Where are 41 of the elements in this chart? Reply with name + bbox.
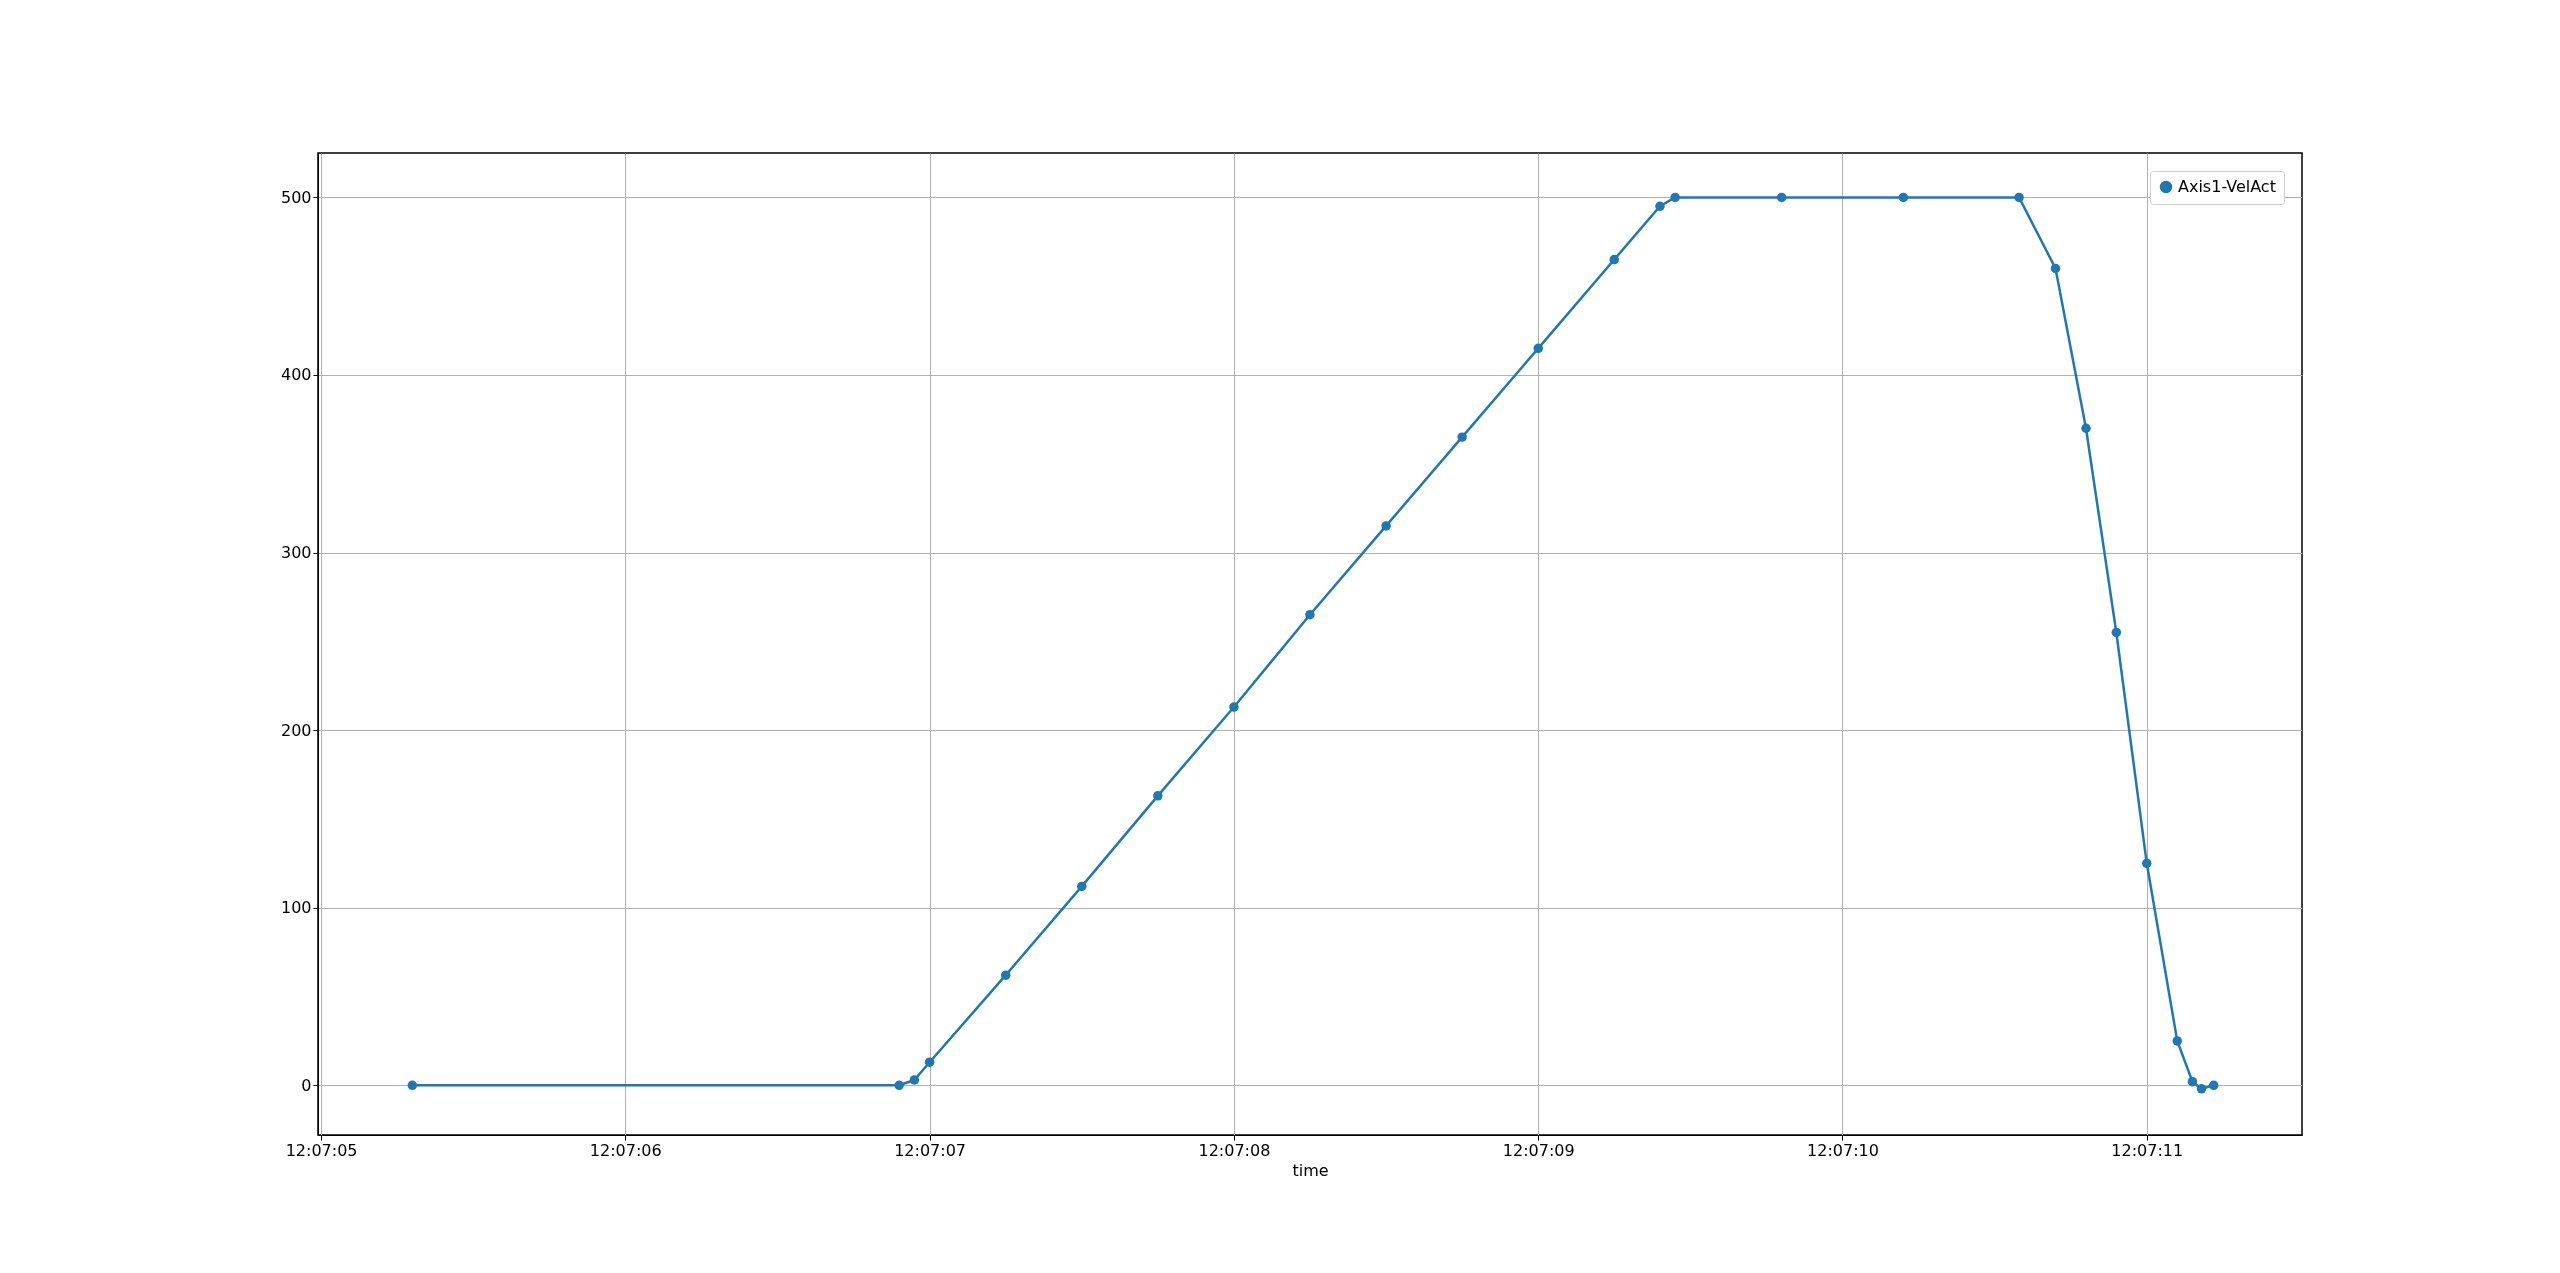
y-tick-label: 500 [280,187,312,207]
x-tick-label: 12:07:06 [589,1140,662,1160]
y-tick-label: 200 [280,720,312,740]
x-tick-label: 12:07:07 [894,1140,967,1160]
point [407,1080,418,1091]
x-tick-label: 12:07:10 [1807,1140,1879,1160]
x-tick-label: 12:07:08 [1198,1140,1271,1160]
point [1077,881,1087,892]
point [1776,192,1787,203]
point [2172,1036,2182,1046]
x-tick-label: 12:07:05 [285,1140,358,1160]
point [2111,627,2122,638]
point [2187,1076,2198,1087]
point [1381,521,1391,531]
point [2142,858,2152,869]
point [2050,263,2061,274]
point [2208,1080,2219,1091]
y-tick-label: 0 [301,1075,312,1095]
point [1305,609,1315,620]
point [1533,343,1543,354]
x-tick-label: 12:07:11 [2111,1140,2184,1160]
point [2196,1084,2207,1094]
point [1670,192,1680,203]
point [1000,970,1011,980]
legend-label: Axis1-VelAct [2178,177,2276,196]
point [1457,432,1467,442]
x-axis-title: time [1292,1160,1329,1180]
point [1655,201,1665,212]
y-tick-label: 100 [280,898,312,918]
point [894,1080,904,1091]
point [924,1057,935,1067]
y-tick-label: 400 [280,365,312,385]
point [1153,791,1163,801]
y-tick-label: 300 [280,543,312,563]
point [1609,254,1620,265]
x-tick-label: 12:07:09 [1502,1140,1575,1160]
point [2014,192,2024,203]
point [2081,423,2091,433]
point [1229,702,1239,712]
point [1898,192,1909,203]
point [909,1075,920,1085]
